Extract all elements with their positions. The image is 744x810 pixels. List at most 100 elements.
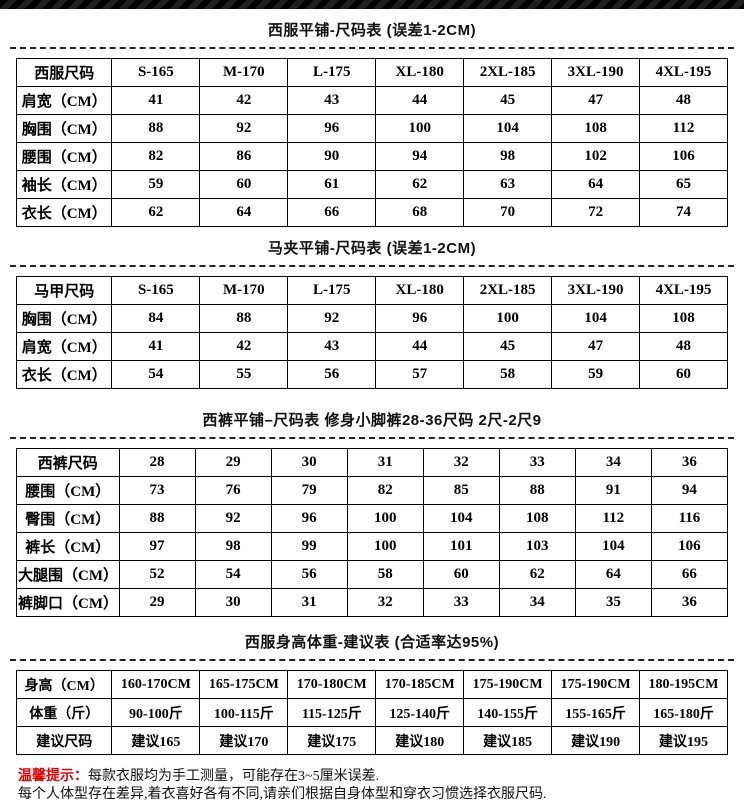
row-label-cell: 肩宽（CM）: [15, 86, 113, 115]
table-row: 腰围（CM） 82 86 90 94 98 102 106: [15, 142, 728, 171]
suit-size-table: 西服尺码 S-165 M-170 L-175 XL-180 2XL-185 3XL-190 4…: [15, 58, 728, 227]
data-cell: 59: [551, 360, 641, 389]
data-cell: 115-125斤: [287, 698, 377, 727]
row-label-cell: 建议尺码: [15, 726, 113, 755]
data-cell: 47: [551, 86, 641, 115]
data-cell: 165-180斤: [639, 698, 728, 727]
data-cell: 100: [375, 114, 465, 143]
header-cell: 3XL-190: [551, 58, 641, 87]
data-cell: 42: [199, 86, 289, 115]
header-cell: 32: [422, 448, 500, 477]
header-cell: 36: [650, 448, 729, 477]
header-cell: 165-175CM: [199, 670, 289, 699]
data-cell: 48: [639, 332, 728, 361]
table-row: 胸围（CM） 84 88 92 96 100 104 108: [15, 304, 728, 333]
header-cell: 4XL-195: [639, 276, 728, 305]
header-cell: L-175: [287, 276, 377, 305]
data-cell: 60: [199, 170, 289, 199]
dashed-divider: [10, 265, 734, 267]
data-cell: 55: [199, 360, 289, 389]
table-row: 袖长（CM） 59 60 61 62 63 64 65: [15, 170, 728, 199]
data-cell: 92: [287, 304, 377, 333]
row-label-cell: 胸围（CM）: [15, 114, 113, 143]
header-cell: 3XL-190: [551, 276, 641, 305]
data-cell: 60: [422, 560, 500, 589]
data-cell: 56: [270, 560, 348, 589]
data-cell: 58: [463, 360, 553, 389]
data-cell: 建议190: [551, 726, 641, 755]
header-cell: 2XL-185: [463, 58, 553, 87]
header-cell: 30: [270, 448, 348, 477]
section-title-suit: 西服平铺-尺码表 (误差1-2CM): [267, 22, 477, 39]
data-cell: 82: [346, 476, 424, 505]
header-cell: 2XL-185: [463, 276, 553, 305]
row-label-cell: 马甲尺码: [15, 276, 113, 305]
data-cell: 88: [199, 304, 289, 333]
data-cell: 101: [422, 532, 500, 561]
row-label-cell: 裤长（CM）: [16, 532, 120, 561]
data-cell: 103: [498, 532, 576, 561]
header-cell: L-175: [287, 58, 377, 87]
header-cell: 170-185CM: [375, 670, 465, 699]
data-cell: 54: [194, 560, 272, 589]
data-cell: 44: [375, 332, 465, 361]
section-title-trousers: 西裤平铺–尺码表 修身小脚裤28-36尺码 2尺-2尺9: [202, 412, 542, 429]
data-cell: 62: [498, 560, 576, 589]
header-cell: S-165: [111, 276, 201, 305]
section-vest-size-chart: 马夹平铺-尺码表 (误差1-2CM) 马甲尺码 S-165 M-170 L-175 XL…: [0, 227, 744, 389]
header-cell: 29: [194, 448, 272, 477]
data-cell: 96: [287, 114, 377, 143]
data-cell: 112: [574, 504, 652, 533]
note-line-2: 每个人体型存在差异,着衣喜好各有不同,请亲们根据自身体型和穿衣习惯选择衣服尺码.: [18, 787, 547, 802]
header-cell: 160-170CM: [111, 670, 201, 699]
header-cell: 175-190CM: [463, 670, 553, 699]
decorative-top-border: [0, 0, 744, 9]
data-cell: 64: [574, 560, 652, 589]
data-cell: 62: [375, 170, 465, 199]
data-cell: 104: [422, 504, 500, 533]
row-label-cell: 大腿围（CM）: [16, 560, 120, 589]
data-cell: 88: [498, 476, 576, 505]
table-row: 体重（斤） 90-100斤 100-115斤 115-125斤 125-140斤 140-…: [15, 698, 728, 727]
data-cell: 82: [111, 142, 201, 171]
data-cell: 41: [111, 332, 201, 361]
table-row: 胸围（CM） 88 92 96 100 104 108 112: [15, 114, 728, 143]
data-cell: 104: [574, 532, 652, 561]
row-label-cell: 身高（CM）: [15, 670, 113, 699]
note-line-1-text: 每款衣服均为手工测量，可能存在3~5厘米误差.: [88, 769, 380, 784]
data-cell: 73: [118, 476, 196, 505]
data-cell: 86: [199, 142, 289, 171]
data-cell: 104: [463, 114, 553, 143]
data-cell: 106: [650, 532, 729, 561]
data-cell: 74: [639, 198, 728, 227]
header-cell: 175-190CM: [551, 670, 641, 699]
header-cell: 33: [498, 448, 576, 477]
data-cell: 92: [199, 114, 289, 143]
row-label-cell: 袖长（CM）: [15, 170, 113, 199]
data-cell: 88: [118, 504, 196, 533]
header-cell: 180-195CM: [639, 670, 728, 699]
table-row: 衣长（CM） 54 55 56 57 58 59 60: [15, 360, 728, 389]
data-cell: 60: [639, 360, 728, 389]
data-cell: 34: [498, 588, 576, 617]
data-cell: 58: [346, 560, 424, 589]
data-cell: 54: [111, 360, 201, 389]
data-cell: 64: [199, 198, 289, 227]
footer-notes: 温馨提示：每款衣服均为手工测量，可能存在3~5厘米误差. 每个人体型存在差异,着…: [0, 768, 744, 804]
dashed-divider: [10, 437, 734, 439]
data-cell: 66: [287, 198, 377, 227]
data-cell: 108: [551, 114, 641, 143]
data-cell: 155-165斤: [551, 698, 641, 727]
data-cell: 97: [118, 532, 196, 561]
data-cell: 29: [118, 588, 196, 617]
row-label-cell: 西服尺码: [15, 58, 113, 87]
data-cell: 100-115斤: [199, 698, 289, 727]
data-cell: 建议175: [287, 726, 377, 755]
data-cell: 100: [463, 304, 553, 333]
data-cell: 116: [650, 504, 729, 533]
table-header-row: 马甲尺码 S-165 M-170 L-175 XL-180 2XL-185 3XL-190 4…: [15, 276, 728, 305]
dashed-divider: [10, 659, 734, 661]
header-cell: M-170: [199, 276, 289, 305]
table-row: 臀围（CM） 88 92 96 100 104 108 112 116: [16, 504, 729, 533]
data-cell: 44: [375, 86, 465, 115]
